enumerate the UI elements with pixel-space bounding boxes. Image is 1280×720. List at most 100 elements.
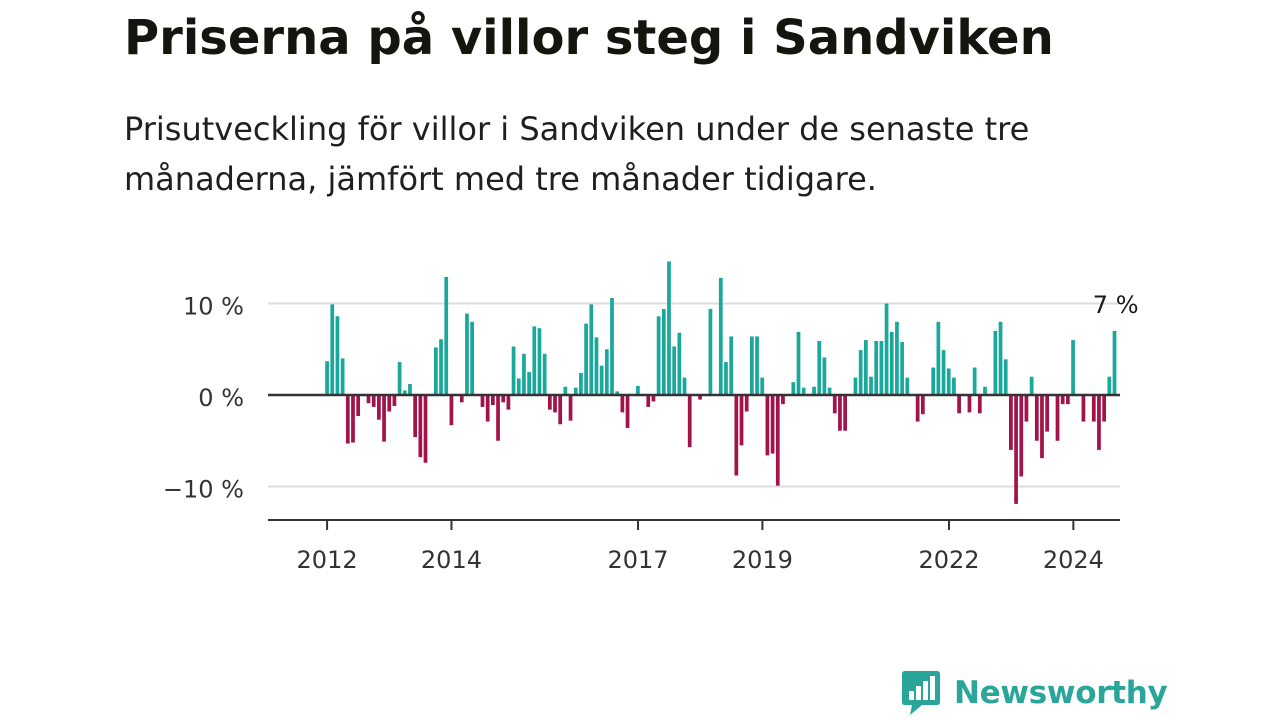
bar [972,367,977,395]
bar [879,341,884,395]
y-tick-label: −10 % [163,476,244,504]
bar [920,395,925,415]
bar [366,395,371,404]
bar [744,395,749,412]
bar [760,377,765,396]
y-tick-label: 0 % [198,384,244,412]
bar [651,395,656,402]
bar [889,331,894,396]
bar [838,395,842,431]
bar [858,350,863,395]
bar [656,316,661,395]
bar [615,391,620,395]
bar [895,321,899,395]
bar [434,347,438,395]
x-tick-label: 2019 [732,546,793,574]
bar [553,395,557,413]
newsworthy-logo-icon [902,671,940,715]
brand-name: Newsworthy [954,675,1168,711]
bar [1107,376,1112,395]
bar [532,326,537,396]
bar [853,377,858,396]
bar [843,395,847,431]
bar [594,337,599,396]
bar [1019,395,1024,477]
bar [459,395,464,403]
bar [698,395,702,400]
bar [610,298,614,395]
bar [791,382,796,395]
bar [646,395,651,407]
bar [812,386,816,395]
bar [377,395,381,420]
bar [936,321,941,395]
bar [1066,395,1070,405]
bar [340,358,345,395]
bar [869,376,873,395]
bar [542,353,547,395]
bar [755,336,759,395]
bar [604,349,609,395]
bar [1003,359,1008,395]
x-tick-label: 2012 [297,546,358,574]
bar [418,395,423,458]
bar [1034,395,1039,441]
chart-subtitle: Prisutveckling för villor i Sandviken un… [124,110,1030,198]
bar [941,350,946,395]
bar [1060,395,1065,405]
bar [1040,395,1044,459]
bar [351,395,355,443]
bar [729,336,734,395]
bar [827,387,832,395]
bars-layer [325,261,1117,504]
bar [356,395,361,417]
bar [527,372,531,396]
bar [444,276,449,395]
grid-layer [268,302,1120,488]
bar [625,395,630,428]
bar [1014,395,1018,504]
bar [822,357,827,396]
bar [967,395,972,413]
bar [1024,395,1029,422]
bar [832,395,837,414]
bar [667,261,671,395]
bar [480,395,485,407]
bar [636,385,640,395]
bar [589,304,594,395]
bar [537,328,542,395]
bar [801,387,806,395]
brand-footer: Newsworthy [900,668,1168,718]
y-tick-label: 10 % [183,293,244,321]
bar [1055,395,1060,441]
bar [516,378,521,395]
x-tick-label: 2022 [918,546,979,574]
x-tick-label: 2014 [421,546,482,574]
bar [1045,395,1050,432]
bar [1097,395,1101,450]
bar [387,395,392,412]
bar [392,395,397,406]
bar [734,395,739,476]
bar [993,330,998,395]
bar [750,336,754,395]
bar [547,395,552,410]
bar [402,390,407,396]
bar [983,386,987,395]
bar [884,303,889,395]
bar [1112,330,1117,395]
value-annotation: 7 % [1093,291,1139,319]
bar [739,395,744,446]
bar [946,368,951,395]
bar [345,395,350,444]
bar [506,395,511,410]
bar [931,367,936,395]
bar [863,340,868,395]
bar [599,365,604,395]
bar [511,346,516,395]
bar [1009,395,1013,450]
bar [382,395,386,442]
bar [413,395,418,438]
bar [781,395,785,405]
bar [423,395,428,463]
